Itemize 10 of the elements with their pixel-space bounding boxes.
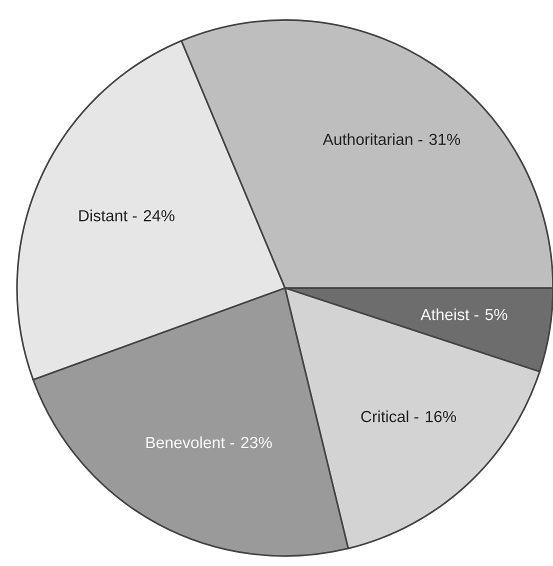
data-label: 24% [144,210,174,222]
slice-label: Distant - [79,210,137,222]
data-label: 31% [429,134,460,146]
slice-label: Authoritarian - [322,133,422,146]
slice-label: Atheist - [420,308,478,320]
data-label: 23% [241,436,272,448]
slice-label: Benevolent - [146,436,234,448]
data-label: 16% [426,410,456,422]
data-label: 5% [485,308,508,320]
slice-label: Critical - [361,410,418,422]
